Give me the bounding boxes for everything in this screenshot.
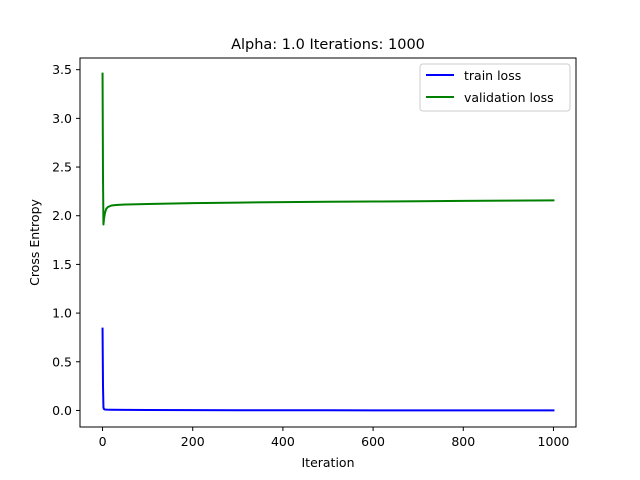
- legend-label-validation-loss: validation loss: [464, 90, 554, 105]
- legend-label-train-loss: train loss: [464, 68, 521, 83]
- x-tick-label: 600: [361, 434, 385, 449]
- x-tick-label: 800: [451, 434, 475, 449]
- plot-background: [80, 58, 576, 427]
- series-layer: [101, 72, 555, 412]
- plot-area: 0 200 400 600 800 1000 0.0 0.5 1.0 1.5 2.0 2.5 3.0 3…: [52, 57, 577, 449]
- y-tick-label: 3.5: [52, 62, 72, 77]
- series-line-validation-loss: [101, 72, 555, 226]
- legend-box: [419, 63, 571, 112]
- x-tick-label: 200: [181, 434, 205, 449]
- x-tick-label: 400: [271, 434, 295, 449]
- y-tick-label: 1.5: [52, 257, 72, 272]
- y-tick-label: 0.5: [52, 354, 72, 369]
- x-tick-label: 0: [99, 434, 107, 449]
- y-tick-label: 2.5: [52, 160, 72, 175]
- series-line-train-loss: [101, 327, 555, 412]
- x-tick-label: 1000: [538, 434, 570, 449]
- x-axis-label: Iteration: [301, 455, 354, 470]
- legend: train loss validation loss: [419, 63, 571, 112]
- y-tick-label: 3.0: [52, 111, 72, 126]
- y-tick-label: 0.0: [52, 403, 72, 418]
- y-tick-label: 1.0: [52, 306, 72, 321]
- chart-title: Alpha: 1.0 Iterations: 1000: [231, 37, 425, 53]
- x-axis-ticks: 0 200 400 600 800 1000: [99, 427, 570, 449]
- y-axis-ticks: 0.0 0.5 1.0 1.5 2.0 2.5 3.0 3.5: [52, 62, 80, 418]
- y-axis-label: Cross Entropy: [27, 198, 42, 285]
- y-tick-label: 2.0: [52, 208, 72, 223]
- plot-frame: [79, 57, 577, 428]
